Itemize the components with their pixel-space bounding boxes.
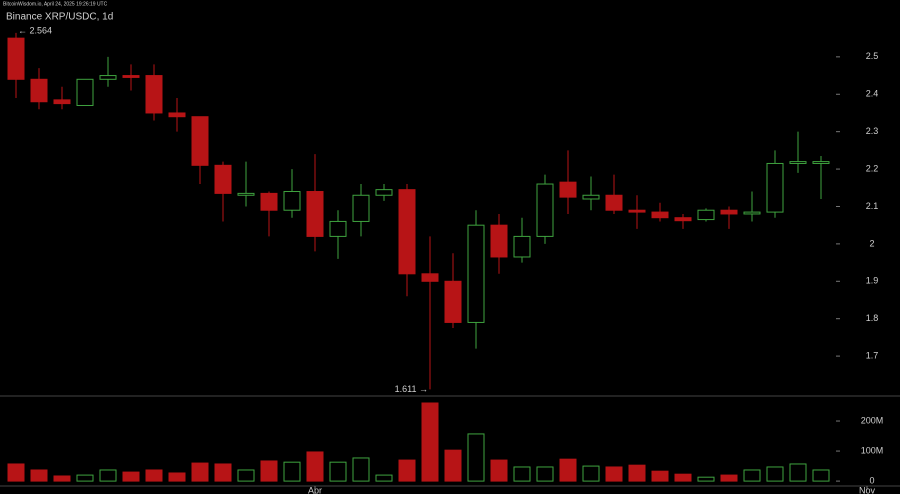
candle-body <box>490 224 508 258</box>
y-tick-label: 2.3 <box>866 126 879 136</box>
volume-bar <box>467 433 485 482</box>
volume-bar <box>674 473 692 482</box>
volume-bar <box>536 466 554 482</box>
volume-bar <box>145 469 163 482</box>
candle-body <box>283 191 301 211</box>
volume-bar <box>99 469 117 482</box>
y-tick-label: 2 <box>869 238 874 248</box>
candle-body <box>582 194 600 200</box>
high-label: ← 2.564 <box>18 25 52 35</box>
low-label: 1.611 → <box>395 384 428 394</box>
y-tick-label: 1.9 <box>866 276 879 286</box>
x-tick-label: Nov <box>859 485 876 494</box>
candle-body <box>191 116 209 166</box>
volume-bar <box>605 466 623 482</box>
candle-body <box>628 209 646 213</box>
volume-bar <box>306 451 324 482</box>
candle-body <box>559 181 577 198</box>
candle-body <box>168 112 186 118</box>
candle-body <box>352 194 370 222</box>
x-tick-label: Apr <box>308 485 322 494</box>
candle-body <box>214 164 232 194</box>
chart-title: Binance XRP/USDC, 1d <box>6 12 113 23</box>
volume-bar <box>375 474 393 482</box>
volume-bar <box>789 463 807 482</box>
candle-body <box>444 280 462 323</box>
y-tick-label: 2.2 <box>866 163 879 173</box>
candle-body <box>398 189 416 275</box>
volume-bar <box>122 471 140 482</box>
volume-bar <box>490 459 508 482</box>
volume-bar <box>76 474 94 482</box>
volume-bar <box>444 449 462 482</box>
candle-body <box>720 209 738 215</box>
candle-body <box>766 162 784 213</box>
candle-body <box>375 189 393 196</box>
volume-bar <box>766 466 784 482</box>
candle-body <box>789 161 807 164</box>
y-tick-label: 2.1 <box>866 201 879 211</box>
candle-body <box>145 75 163 114</box>
y-tick-label: 1.7 <box>866 350 879 360</box>
volume-bar <box>191 462 209 482</box>
volume-bar <box>559 458 577 482</box>
candle-body <box>7 37 25 80</box>
volume-tick-label: 0 <box>869 475 874 485</box>
volume-bar <box>651 470 669 482</box>
volume-bar <box>283 461 301 482</box>
candle-body <box>76 78 94 106</box>
volume-bar <box>352 457 370 482</box>
volume-tick-label: 200M <box>861 415 884 425</box>
candle-body <box>237 192 255 196</box>
candle-body <box>536 183 554 237</box>
volume-bar <box>582 465 600 482</box>
candle-body <box>122 75 140 78</box>
volume-bar <box>53 475 71 482</box>
volume-bar <box>421 402 439 482</box>
volume-bar <box>812 469 830 482</box>
candle-body <box>30 78 48 103</box>
candle-body <box>697 209 715 221</box>
volume-bar <box>513 466 531 482</box>
candle-body <box>743 211 761 215</box>
watermark: BitcoinWisdom.io, April 24, 2025 19:26:1… <box>3 1 108 7</box>
volume-bar <box>7 463 25 482</box>
volume-bar <box>260 460 278 482</box>
candle-body <box>605 194 623 211</box>
candle-body <box>53 99 71 105</box>
candle-body <box>329 220 347 237</box>
volume-bar <box>720 474 738 482</box>
volume-tick-label: 100M <box>861 445 884 455</box>
volume-bar <box>237 469 255 482</box>
candle-body <box>260 192 278 211</box>
volume-bar <box>398 459 416 482</box>
volume-bar <box>743 469 761 482</box>
volume-bar <box>329 461 347 482</box>
volume-bar <box>697 476 715 482</box>
volume-bar <box>168 472 186 482</box>
y-tick-label: 1.8 <box>866 313 879 323</box>
candle-body <box>99 75 117 80</box>
candle-body <box>651 211 669 219</box>
y-tick-label: 2.4 <box>866 89 879 99</box>
candle-body <box>467 224 485 323</box>
candle-body <box>421 273 439 282</box>
candle-body <box>674 217 692 222</box>
candle-body <box>306 191 324 237</box>
volume-bar <box>30 469 48 482</box>
volume-bar <box>628 464 646 482</box>
y-tick-label: 2.5 <box>866 51 879 61</box>
candle-body <box>812 161 830 164</box>
volume-bar <box>214 463 232 482</box>
candle-body <box>513 235 531 258</box>
